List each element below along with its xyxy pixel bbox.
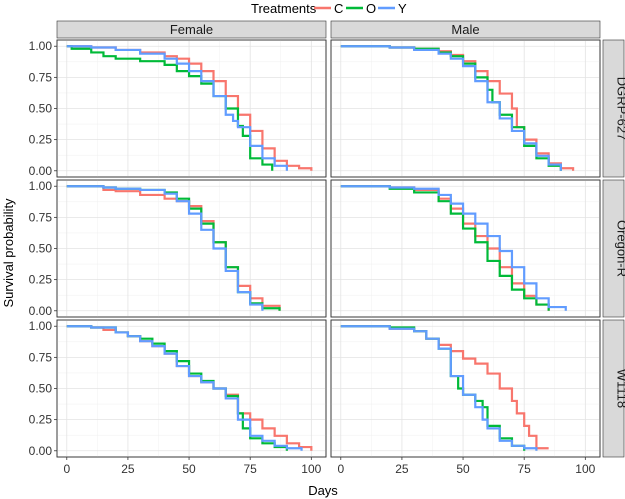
- y-tick-label: 0.00: [29, 164, 53, 178]
- y-tick-label: 0.25: [29, 413, 53, 427]
- column-strips: Female Male: [56, 20, 601, 39]
- legend-label-c: C: [334, 1, 343, 16]
- x-axis-title: Days: [308, 483, 338, 498]
- survival-curve-y: [340, 185, 567, 311]
- survival-curve-y: [66, 185, 264, 311]
- y-tick-label: 0.25: [29, 273, 53, 287]
- x-tick-label: 25: [121, 462, 135, 476]
- survival-curve-y: [340, 325, 538, 451]
- facet-panels: [56, 39, 601, 458]
- x-tick-label: 100: [301, 462, 321, 476]
- y-tick-label: 1.00: [29, 39, 53, 53]
- survival-curve-y: [66, 45, 288, 171]
- panel-border: [330, 179, 601, 318]
- y-axes: 0.000.250.500.751.000.000.250.500.751.00…: [29, 39, 57, 458]
- x-tick-label: 75: [244, 462, 258, 476]
- x-tick-label: 50: [182, 462, 196, 476]
- panel-0-1: [330, 39, 601, 178]
- panel-border: [330, 319, 601, 458]
- row-strip-dgrp-627: [602, 39, 625, 178]
- y-tick-label: 0.75: [29, 70, 53, 84]
- y-tick-label: 0.50: [29, 102, 53, 116]
- row-strip-oregon-r: [602, 179, 625, 318]
- y-tick-label: 0.50: [29, 242, 53, 256]
- y-tick-label: 1.00: [29, 319, 53, 333]
- survival-curve-y: [66, 325, 303, 451]
- x-tick-label: 50: [456, 462, 470, 476]
- row-strip-label: DGRP-627: [615, 77, 625, 141]
- survival-curve-o: [340, 185, 550, 311]
- panel-1-0: [56, 179, 327, 318]
- column-strip-label: Male: [451, 22, 479, 37]
- row-strips: DGRP-627 Oregon-R W1118: [602, 39, 625, 458]
- row-strip-label: Oregon-R: [615, 220, 625, 277]
- y-tick-label: 0.25: [29, 133, 53, 147]
- y-tick-label: 0.50: [29, 382, 53, 396]
- panel-2-0: [56, 319, 327, 458]
- panel-1-1: [330, 179, 601, 318]
- column-strip-label: Female: [170, 22, 213, 37]
- y-tick-label: 0.75: [29, 350, 53, 364]
- y-tick-label: 0.00: [29, 304, 53, 318]
- survival-curve-o: [66, 45, 274, 171]
- row-strip-label: W1118: [615, 369, 625, 408]
- column-strip-female: [56, 20, 327, 39]
- legend-label-y: Y: [398, 1, 407, 16]
- column-strip-male: [330, 20, 601, 39]
- x-axes: 0 25 50 75 100 0 25 50 75 100: [63, 457, 596, 476]
- y-tick-label: 0.00: [29, 444, 53, 458]
- x-tick-label: 0: [337, 462, 344, 476]
- y-axis-title: Survival probability: [1, 198, 16, 308]
- y-tick-label: 1.00: [29, 179, 53, 193]
- x-tick-label: 100: [575, 462, 595, 476]
- legend-title: Treatments: [251, 1, 317, 16]
- x-tick-label: 25: [395, 462, 409, 476]
- survival-curve-y: [340, 45, 562, 171]
- y-tick-label: 0.75: [29, 210, 53, 224]
- x-tick-label: 75: [518, 462, 532, 476]
- panel-2-1: [330, 319, 601, 458]
- legend: Treatments C O Y: [251, 1, 407, 16]
- x-tick-label: 0: [63, 462, 70, 476]
- legend-label-o: O: [366, 1, 376, 16]
- panel-0-0: [56, 39, 327, 178]
- row-strip-w1118: [602, 319, 625, 458]
- panel-border: [330, 39, 601, 178]
